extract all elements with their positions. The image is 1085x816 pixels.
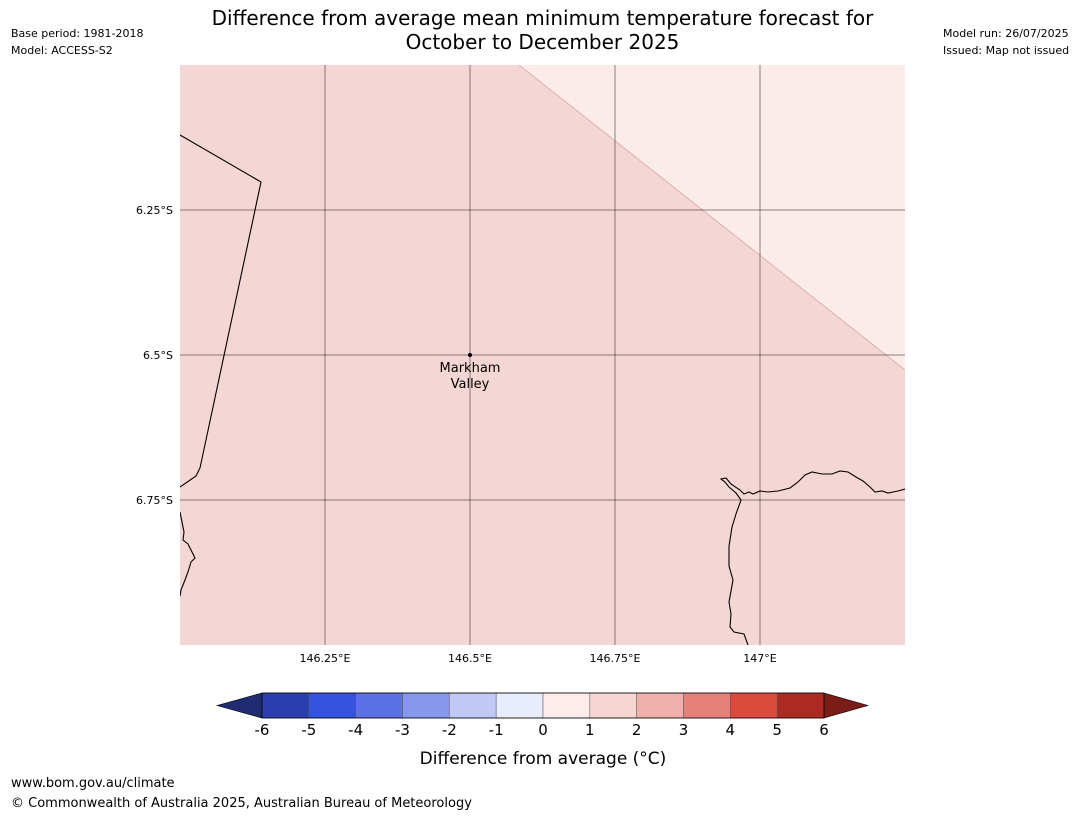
place-marker — [468, 353, 472, 357]
lon-tick-label: 146.75°E — [590, 652, 641, 665]
colorbar-tick-label: -1 — [489, 721, 504, 739]
colorbar-label: Difference from average (°C) — [420, 749, 667, 769]
lat-tick-label: 6.75°S — [136, 494, 173, 507]
metadata-right: Model run: 26/07/2025 Issued: Map not is… — [943, 25, 1069, 59]
colorbar-swatch — [683, 692, 731, 719]
colorbar: -6 -5 -4 -3 -2 -1 0 1 2 3 4 5 6 — [215, 692, 870, 739]
colorbar-swatch — [495, 692, 544, 719]
colorbar-tick-label: 2 — [632, 721, 642, 739]
latitude-labels: 6.25°S 6.5°S 6.75°S — [136, 204, 173, 507]
colorbar-swatch — [636, 692, 684, 719]
place-marker-group: Markham Valley — [440, 353, 501, 392]
colorbar-tick-label: -6 — [255, 721, 270, 739]
longitude-labels: 146.25°E 146.5°E 146.75°E 147°E — [300, 652, 777, 665]
colorbar-tick-label: -5 — [301, 721, 316, 739]
map-area: Markham Valley — [180, 65, 905, 645]
colorbar-tick-label: 3 — [679, 721, 689, 739]
colorbar-outline — [261, 692, 825, 719]
metadata-left: Base period: 1981-2018 Model: ACCESS-S2 — [11, 25, 143, 59]
lat-tick-label: 6.5°S — [143, 349, 173, 362]
border-line-west — [180, 134, 262, 488]
model-text: Model: ACCESS-S2 — [11, 44, 113, 57]
colorbar-tick-label: 1 — [585, 721, 595, 739]
colorbar-swatch — [776, 692, 825, 719]
lon-tick-label: 146.5°E — [448, 652, 492, 665]
colorbar-tick-label: 4 — [726, 721, 736, 739]
issued-text: Issued: Map not issued — [943, 44, 1070, 57]
anomaly-zone-boundary — [518, 65, 905, 371]
colorbar-tick-label: -4 — [348, 721, 363, 739]
footer-copyright: © Commonwealth of Australia 2025, Austra… — [11, 796, 472, 811]
lat-tick-label: 6.25°S — [136, 204, 173, 217]
colorbar-swatch — [261, 692, 310, 719]
colorbar-swatch — [402, 692, 450, 719]
base-period-text: Base period: 1981-2018 — [11, 27, 144, 40]
colorbar-swatch — [542, 692, 591, 719]
coastline-southwest — [180, 511, 196, 597]
coastline — [180, 134, 905, 645]
colorbar-tick-label: 6 — [819, 721, 829, 739]
lon-tick-label: 147°E — [743, 652, 776, 665]
title-line-2: October to December 2025 — [405, 30, 680, 54]
lon-tick-label: 146.25°E — [300, 652, 351, 665]
graticule — [180, 65, 905, 645]
map-title: Difference from average mean minimum tem… — [180, 6, 905, 54]
colorbar-swatch — [308, 692, 356, 719]
colorbar-swatch — [589, 692, 637, 719]
colorbar-tick-label: -3 — [395, 721, 410, 739]
footer-url-link[interactable]: www.bom.gov.au/climate — [11, 776, 175, 791]
title-line-1: Difference from average mean minimum tem… — [211, 6, 874, 30]
colorbar-swatch — [355, 692, 403, 719]
model-run-text: Model run: 26/07/2025 — [943, 27, 1069, 40]
place-label-line2: Valley — [451, 377, 490, 392]
colorbar-extend-low — [215, 692, 263, 719]
colorbar-tick-label: -2 — [442, 721, 457, 739]
footer: www.bom.gov.au/climate © Commonwealth of… — [11, 774, 472, 814]
place-label-line1: Markham — [440, 361, 501, 376]
coastline-huon-gulf — [719, 470, 905, 645]
colorbar-tick-label: 0 — [538, 721, 548, 739]
colorbar-extend-high — [823, 692, 870, 719]
colorbar-tick-label: 5 — [772, 721, 782, 739]
colorbar-swatch — [730, 692, 778, 719]
colorbar-swatch — [449, 692, 497, 719]
